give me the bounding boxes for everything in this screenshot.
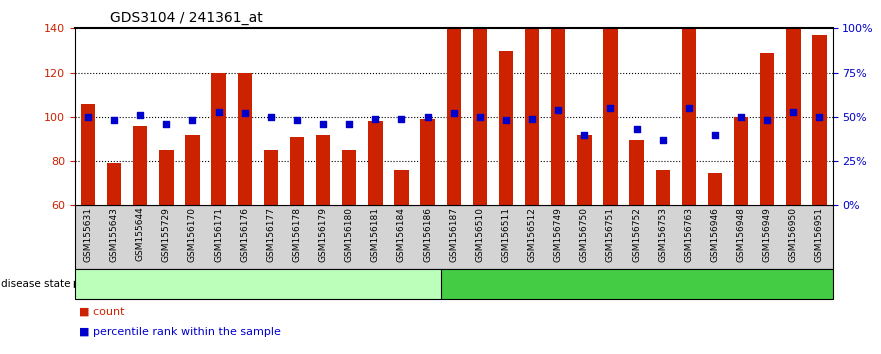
- Point: [447, 110, 461, 116]
- Point: [395, 116, 409, 121]
- Bar: [682, 5, 696, 205]
- Bar: [707, 173, 722, 205]
- Bar: [786, 25, 801, 205]
- Bar: [342, 150, 357, 205]
- Bar: [290, 137, 304, 205]
- Bar: [185, 135, 200, 205]
- Point: [316, 121, 330, 127]
- Point: [525, 116, 539, 121]
- Point: [552, 107, 566, 113]
- Point: [420, 114, 434, 120]
- Point: [734, 114, 748, 120]
- Text: disease state ▶: disease state ▶: [1, 279, 82, 289]
- Bar: [655, 170, 670, 205]
- Bar: [395, 170, 409, 205]
- Bar: [263, 150, 278, 205]
- Bar: [472, 27, 487, 205]
- Point: [473, 114, 487, 120]
- Point: [787, 109, 801, 114]
- Bar: [447, 2, 461, 205]
- Bar: [629, 140, 644, 205]
- Bar: [316, 135, 330, 205]
- Bar: [499, 51, 513, 205]
- Bar: [238, 73, 252, 205]
- Bar: [760, 53, 774, 205]
- Bar: [159, 150, 174, 205]
- Bar: [525, 5, 539, 205]
- Point: [760, 118, 774, 123]
- Point: [290, 118, 304, 123]
- Bar: [107, 163, 122, 205]
- Bar: [211, 73, 226, 205]
- Point: [499, 118, 513, 123]
- Point: [81, 114, 95, 120]
- Text: ■ percentile rank within the sample: ■ percentile rank within the sample: [79, 327, 281, 337]
- Text: GDS3104 / 241361_at: GDS3104 / 241361_at: [110, 11, 263, 25]
- Point: [655, 137, 670, 143]
- Bar: [603, 25, 618, 205]
- Bar: [551, 5, 566, 205]
- Text: ■ count: ■ count: [79, 306, 125, 316]
- Point: [342, 121, 356, 127]
- Point: [263, 114, 278, 120]
- Point: [812, 114, 826, 120]
- Point: [238, 110, 252, 116]
- Bar: [812, 35, 826, 205]
- Text: insulin-resistant polycystic ovary syndrome: insulin-resistant polycystic ovary syndr…: [508, 278, 766, 291]
- Point: [682, 105, 696, 111]
- Bar: [577, 135, 591, 205]
- Point: [630, 126, 644, 132]
- Bar: [734, 117, 748, 205]
- Text: control: control: [237, 278, 278, 291]
- Bar: [81, 103, 95, 205]
- Point: [603, 105, 618, 111]
- Point: [185, 118, 199, 123]
- Bar: [420, 119, 435, 205]
- Point: [708, 132, 722, 137]
- Point: [577, 132, 591, 137]
- Bar: [368, 121, 382, 205]
- Point: [211, 109, 226, 114]
- Point: [159, 121, 174, 127]
- Bar: [133, 126, 147, 205]
- Point: [368, 116, 382, 121]
- Point: [107, 118, 121, 123]
- Point: [133, 112, 147, 118]
